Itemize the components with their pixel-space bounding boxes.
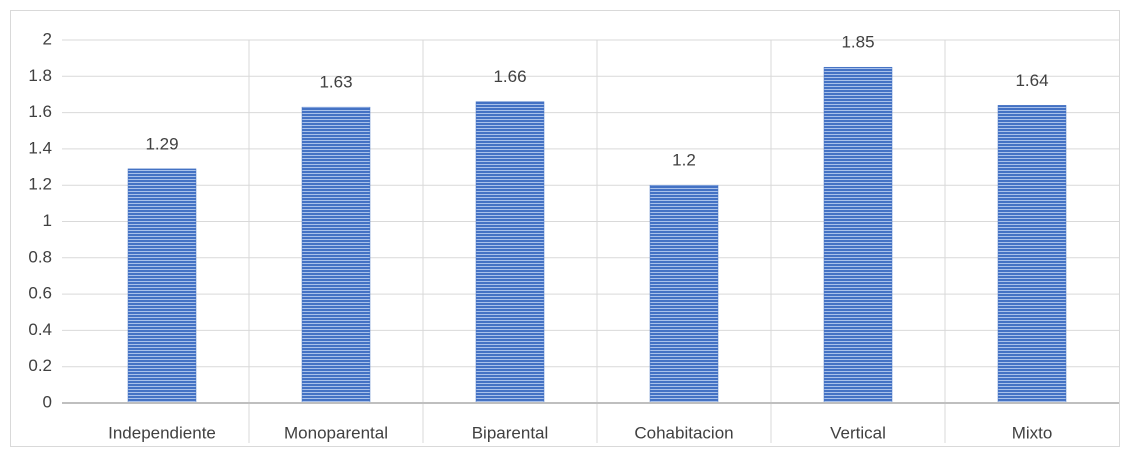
y-tick-label: 2 — [43, 29, 52, 48]
y-tick-label: 1.2 — [28, 175, 52, 194]
y-tick-label: 1.4 — [28, 138, 52, 157]
y-tick-label: 1.8 — [28, 66, 52, 85]
x-tick-label: Vertical — [830, 423, 886, 442]
bar — [475, 101, 545, 404]
y-tick-label: 0.8 — [28, 247, 52, 266]
data-label: 1.2 — [672, 151, 696, 170]
data-label: 1.64 — [1015, 71, 1048, 90]
x-tick-label: Monoparental — [284, 423, 388, 442]
bar — [301, 106, 371, 404]
y-tick-label: 0.2 — [28, 356, 52, 375]
y-tick-label: 0.6 — [28, 284, 52, 303]
data-label: 1.29 — [145, 134, 178, 153]
x-tick-label: Independiente — [108, 423, 216, 442]
bar — [823, 66, 893, 404]
y-tick-label: 1.6 — [28, 102, 52, 121]
y-tick-label: 0.4 — [28, 320, 52, 339]
x-tick-label: Biparental — [472, 423, 549, 442]
data-label: 1.63 — [319, 73, 352, 92]
x-tick-label: Mixto — [1012, 423, 1053, 442]
data-label: 1.66 — [493, 67, 526, 86]
y-tick-label: 0 — [43, 392, 52, 411]
bar — [997, 105, 1067, 404]
y-tick-label: 1 — [43, 211, 52, 230]
bar — [127, 168, 197, 404]
bar — [649, 184, 719, 404]
data-label: 1.85 — [841, 33, 874, 52]
x-tick-label: Cohabitacion — [634, 423, 733, 442]
